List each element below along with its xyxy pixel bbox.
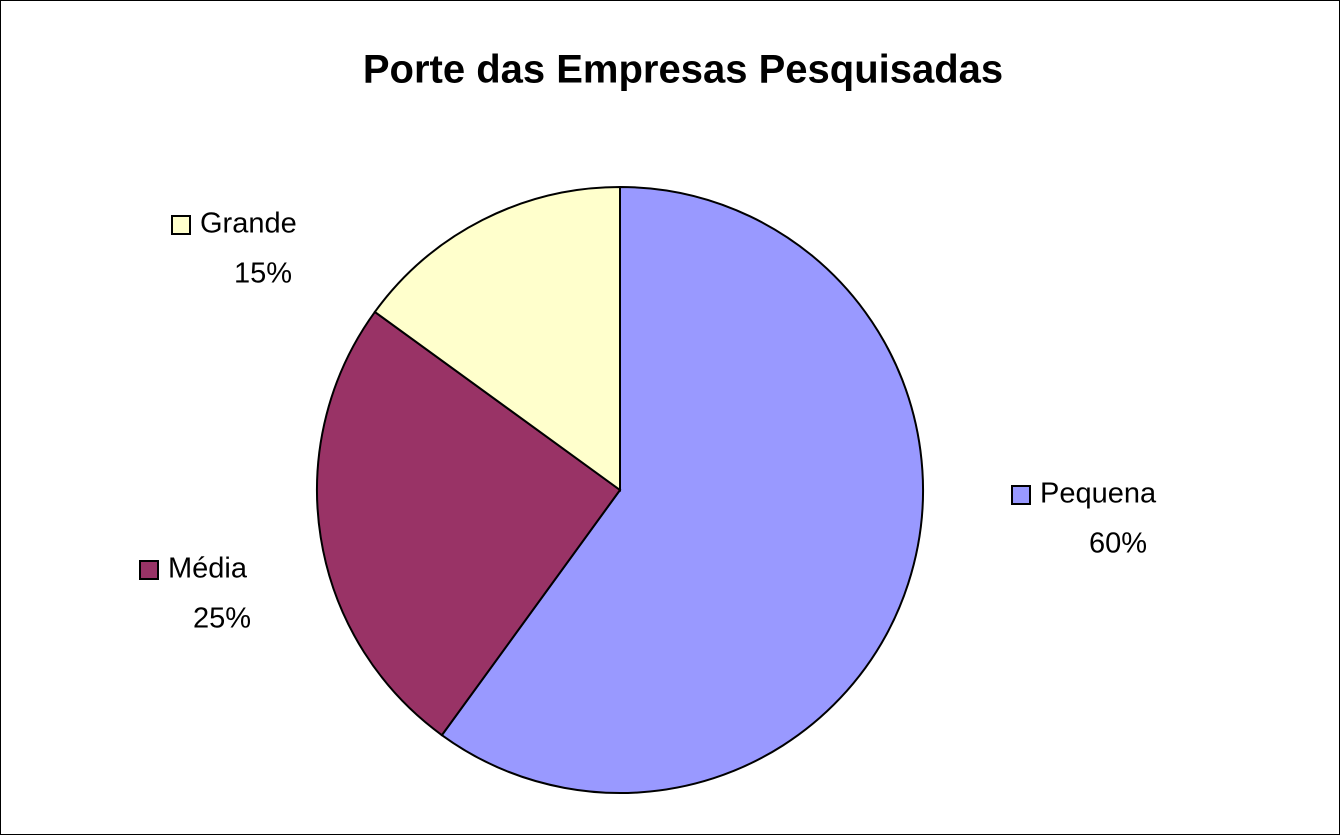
slice-value-label: 25% — [193, 603, 251, 635]
legend-key — [139, 560, 159, 580]
slice-value-label: 60% — [1089, 528, 1147, 560]
slice-label: Média — [168, 553, 248, 585]
slice-label: Grande — [200, 208, 297, 240]
slice-value-label: 15% — [234, 258, 292, 290]
chart-title: Porte das Empresas Pesquisadas — [363, 48, 1003, 92]
pie-slice — [373, 185, 621, 492]
pie-slice — [316, 310, 622, 737]
legend-key — [1011, 485, 1031, 505]
legend-key — [171, 215, 191, 235]
slice-label: Pequena — [1040, 478, 1157, 510]
pie-slice — [440, 185, 924, 794]
